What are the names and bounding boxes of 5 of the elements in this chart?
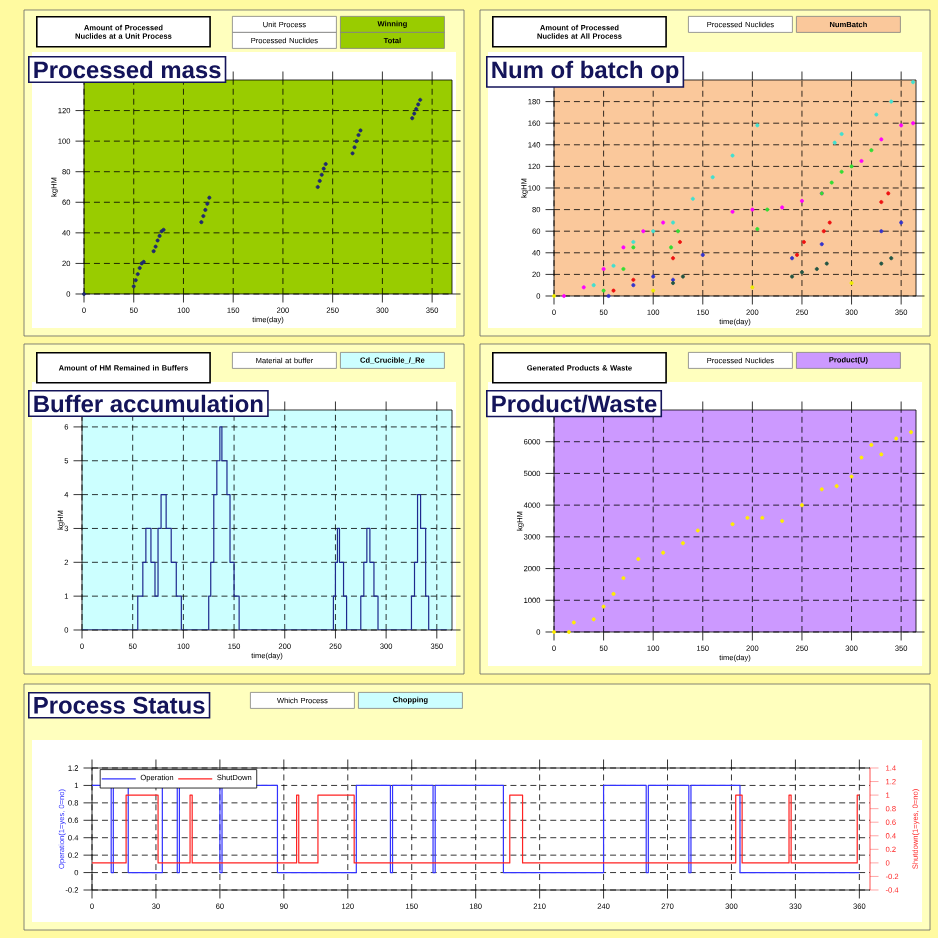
chart-title: Buffer accumulation: [34, 394, 263, 413]
chart-title: Product/Waste: [492, 394, 657, 413]
chart-title: Processed mass: [34, 60, 221, 79]
chart-title: Num of batch op: [492, 60, 679, 84]
chart-title: Process Status: [34, 696, 205, 714]
